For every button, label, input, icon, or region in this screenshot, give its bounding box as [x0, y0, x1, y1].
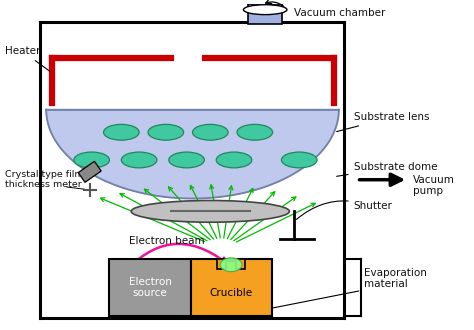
Ellipse shape [237, 124, 273, 140]
Text: Vacuum chamber: Vacuum chamber [294, 8, 386, 18]
Ellipse shape [192, 124, 228, 140]
Text: Crystal type film
thickness meter: Crystal type film thickness meter [5, 170, 83, 189]
Bar [191, 259, 272, 316]
Ellipse shape [103, 124, 139, 140]
Polygon shape [46, 110, 339, 199]
Ellipse shape [148, 124, 183, 140]
Text: Heater: Heater [5, 46, 50, 71]
Text: Substrate dome: Substrate dome [337, 162, 437, 176]
Ellipse shape [216, 152, 252, 168]
Ellipse shape [131, 201, 290, 222]
Text: Substrate lens: Substrate lens [337, 113, 429, 132]
Ellipse shape [74, 152, 109, 168]
Text: Vacuum
pump: Vacuum pump [413, 175, 455, 196]
Bar [109, 259, 191, 316]
Text: Electron beam: Electron beam [129, 236, 205, 246]
Text: Shutter: Shutter [296, 201, 392, 219]
Ellipse shape [121, 152, 157, 168]
Polygon shape [78, 161, 101, 182]
Polygon shape [217, 259, 245, 269]
Text: Evaporation flow: Evaporation flow [146, 211, 239, 221]
Text: Crucible: Crucible [210, 288, 253, 298]
Ellipse shape [169, 152, 204, 168]
Text: Electron
source: Electron source [128, 277, 172, 298]
Ellipse shape [244, 5, 287, 15]
Bar [248, 4, 283, 23]
Ellipse shape [220, 258, 242, 272]
Ellipse shape [282, 152, 317, 168]
Text: Evaporation
material: Evaporation material [364, 268, 427, 289]
